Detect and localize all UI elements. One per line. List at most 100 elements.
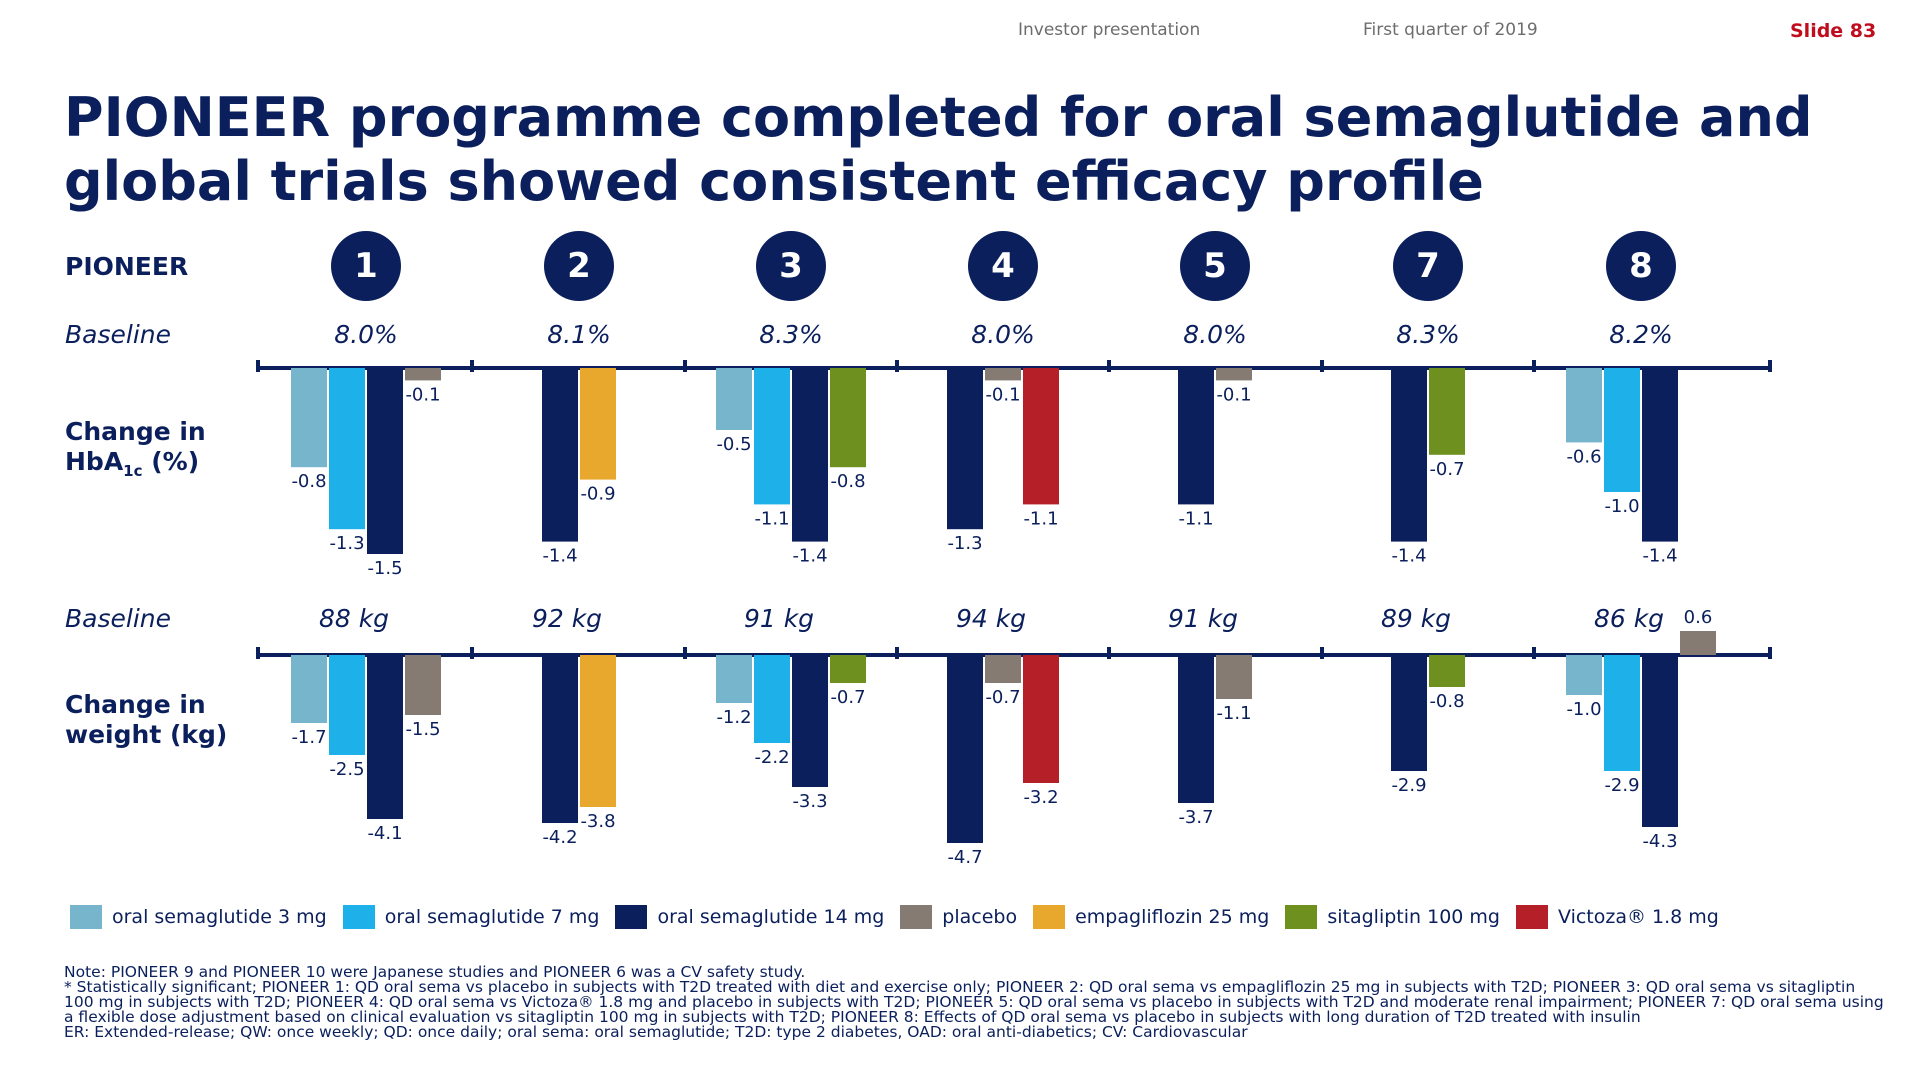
baseline-hba1c-5: 8.0% bbox=[1183, 320, 1247, 349]
data-label: -1.0 bbox=[1566, 699, 1601, 720]
bar-weight-trial8-sema3 bbox=[1566, 655, 1602, 695]
bar-weight-trial4-sema14 bbox=[947, 655, 983, 843]
data-label: -1.1 bbox=[1216, 703, 1251, 724]
legend-swatch bbox=[900, 905, 933, 929]
data-label: -0.8 bbox=[830, 471, 865, 492]
trial-badge-3: 3 bbox=[756, 231, 826, 301]
bar-hba1c-trial5-placebo bbox=[1216, 368, 1252, 381]
legend-label: sitagliptin 100 mg bbox=[1327, 906, 1500, 928]
bar-weight-trial4-victoza bbox=[1023, 655, 1059, 783]
bar-hba1c-trial7-sitagliptin bbox=[1429, 368, 1465, 455]
chart-legend: oral semaglutide 3 mg oral semaglutide 7 … bbox=[70, 905, 1735, 929]
baseline-hba1c-2: 8.1% bbox=[547, 320, 611, 349]
slide-number: Slide 83 bbox=[1790, 20, 1877, 42]
trial-badge-4: 4 bbox=[968, 231, 1038, 301]
data-label: -0.1 bbox=[405, 384, 440, 405]
data-label: -4.7 bbox=[947, 847, 982, 868]
baseline-weight-1: 88 kg bbox=[318, 604, 390, 633]
data-label: -2.5 bbox=[329, 759, 364, 780]
legend-item-sitagliptin: sitagliptin 100 mg bbox=[1285, 905, 1500, 929]
baseline-weight-3: 91 kg bbox=[743, 604, 815, 633]
bar-hba1c-trial1-sema3 bbox=[291, 368, 327, 468]
data-label: -1.3 bbox=[947, 533, 982, 554]
baseline-hba1c-7: 8.3% bbox=[1396, 320, 1460, 349]
legend-swatch bbox=[1285, 905, 1318, 929]
data-label: -2.9 bbox=[1391, 775, 1426, 796]
bar-weight-trial3-sema3 bbox=[716, 655, 752, 703]
bar-hba1c-trial7-sema14 bbox=[1391, 368, 1427, 542]
bar-hba1c-trial3-sitagliptin bbox=[830, 368, 866, 468]
bar-hba1c-trial3-sema3 bbox=[716, 368, 752, 430]
data-label: -4.1 bbox=[367, 823, 402, 844]
legend-item-sema7: oral semaglutide 7 mg bbox=[342, 905, 599, 929]
legend-item-placebo: placebo bbox=[900, 905, 1017, 929]
header-quarter: First quarter of 2019 bbox=[1363, 20, 1538, 40]
page-title: PIONEER programme completed for oral sem… bbox=[64, 86, 1813, 213]
bar-weight-trial2-empagliflozin bbox=[580, 655, 616, 807]
bar-weight-trial8-sema14 bbox=[1642, 655, 1678, 827]
weight-label-line1: Change in bbox=[65, 690, 206, 719]
bar-weight-trial5-placebo bbox=[1216, 655, 1252, 699]
baseline-hba1c-1: 8.0% bbox=[334, 320, 398, 349]
data-label: -0.9 bbox=[580, 484, 615, 505]
bar-hba1c-trial5-sema14 bbox=[1178, 368, 1214, 505]
bar-weight-trial1-placebo bbox=[405, 655, 441, 715]
bar-hba1c-trial8-sema3 bbox=[1566, 368, 1602, 443]
bar-weight-trial7-sitagliptin bbox=[1429, 655, 1465, 687]
data-label: -1.4 bbox=[792, 546, 827, 567]
data-label: -0.1 bbox=[1216, 384, 1251, 405]
bar-weight-trial3-sitagliptin bbox=[830, 655, 866, 683]
header-presentation: Investor presentation bbox=[1018, 20, 1201, 40]
bar-hba1c-trial3-sema7 bbox=[754, 368, 790, 505]
bar-weight-trial1-sema14 bbox=[367, 655, 403, 819]
weight-axis-label: Change in weight (kg) bbox=[65, 690, 227, 750]
data-label: -1.0 bbox=[1604, 496, 1639, 517]
hba1c-label-line1: Change in bbox=[65, 417, 206, 446]
efficacy-chart: -0.8-1.3-1.5-0.1-1.4-0.9-0.5-1.1-1.4-0.8… bbox=[256, 360, 1772, 868]
data-label: -0.8 bbox=[1429, 691, 1464, 712]
trial-badge-1: 1 bbox=[331, 231, 401, 301]
data-label: -2.2 bbox=[754, 747, 789, 768]
baseline-hba1c-4: 8.0% bbox=[971, 320, 1035, 349]
data-label: -0.5 bbox=[716, 434, 751, 455]
bar-weight-trial4-placebo bbox=[985, 655, 1021, 683]
baseline-weight-4: 94 kg bbox=[955, 604, 1027, 633]
data-label: -0.8 bbox=[291, 471, 326, 492]
data-label: -0.6 bbox=[1566, 446, 1601, 467]
footnotes: Note: PIONEER 9 and PIONEER 10 were Japa… bbox=[64, 963, 1884, 1040]
baseline-hba1c-8: 8.2% bbox=[1609, 320, 1673, 349]
bar-weight-trial3-sema7 bbox=[754, 655, 790, 743]
baseline-weight-5: 91 kg bbox=[1167, 604, 1239, 633]
weight-label-line2: weight (kg) bbox=[65, 720, 228, 749]
data-label: -1.3 bbox=[329, 533, 364, 554]
legend-item-sema14: oral semaglutide 14 mg bbox=[615, 905, 884, 929]
trial-badge-5: 5 bbox=[1180, 231, 1250, 301]
data-label: -1.4 bbox=[542, 546, 577, 567]
data-label: -1.1 bbox=[754, 508, 789, 529]
bar-weight-trial1-sema7 bbox=[329, 655, 365, 755]
data-label: -0.7 bbox=[985, 687, 1020, 708]
data-label: -4.3 bbox=[1642, 831, 1677, 852]
data-label: -1.4 bbox=[1391, 546, 1426, 567]
baseline-weight-label: Baseline bbox=[65, 604, 171, 633]
data-label: -1.7 bbox=[291, 727, 326, 748]
baseline-weight-7: 89 kg bbox=[1380, 604, 1452, 633]
data-label: -3.3 bbox=[792, 791, 827, 812]
bar-hba1c-trial8-sema7 bbox=[1604, 368, 1640, 492]
baseline-hba1c-label: Baseline bbox=[65, 320, 171, 349]
data-label: -0.7 bbox=[1429, 459, 1464, 480]
pioneer-label: PIONEER bbox=[65, 252, 189, 281]
footnote-note: Note: PIONEER 9 and PIONEER 10 were Japa… bbox=[64, 963, 806, 981]
baseline-hba1c-3: 8.3% bbox=[759, 320, 823, 349]
hba1c-label-line2: HbA1c (%) bbox=[65, 447, 200, 480]
legend-label: oral semaglutide 14 mg bbox=[657, 906, 885, 928]
bar-hba1c-trial1-placebo bbox=[405, 368, 441, 381]
bar-hba1c-trial8-sema14 bbox=[1642, 368, 1678, 542]
data-label: -4.2 bbox=[542, 827, 577, 848]
bar-weight-trial8-sema7 bbox=[1604, 655, 1640, 771]
legend-swatch bbox=[1515, 905, 1548, 929]
data-label: 0.6 bbox=[1684, 607, 1713, 628]
bar-weight-trial1-sema3 bbox=[291, 655, 327, 723]
legend-label: placebo bbox=[942, 906, 1018, 928]
data-label: -0.1 bbox=[985, 384, 1020, 405]
